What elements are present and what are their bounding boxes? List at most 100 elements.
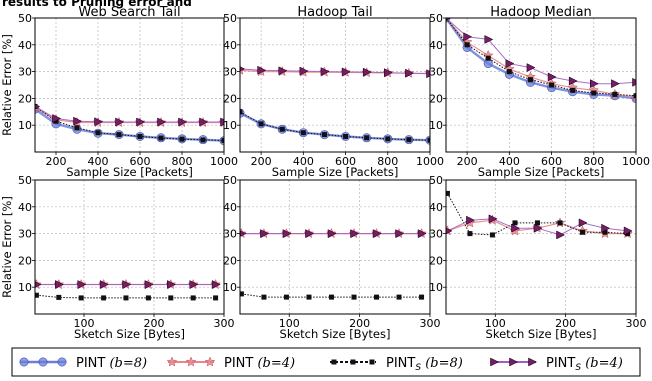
data-point-pints_b8 [396,294,402,300]
series-pints_b8 [240,291,425,300]
data-point-pints_b8 [351,294,357,300]
data-point-pints_b8 [427,137,430,143]
data-point-pints_b8 [261,294,267,300]
data-point-pints_b8 [306,294,312,300]
series-pints_b4 [35,103,224,127]
data-point-pints_b4 [211,280,221,289]
x-axis-label: Sketch Size [Bytes] [74,327,185,341]
legend-marker-pints_b4 [528,357,538,367]
data-point-pints_b8 [95,130,101,136]
data-point-pints_b4 [35,281,42,288]
data-point-pints_b8 [258,121,264,127]
data-point-pints_b4 [77,280,87,289]
data-point-pints_b8 [240,109,243,115]
data-point-pints_b4 [240,230,247,237]
data-point-pints_b8 [137,133,143,139]
legend-marker-pints_b4 [509,357,519,367]
y-tick-label: 30 [429,66,443,79]
data-point-pints_b4 [178,117,188,127]
data-point-pints_b8 [406,137,412,143]
y-tick-label: 20 [18,92,32,105]
y-tick-label: 40 [18,39,32,52]
data-point-pints_b8 [221,137,224,143]
data-point-pints_b8 [557,220,563,226]
x-tick-label: 300 [626,317,647,330]
data-point-pints_b8 [467,231,473,237]
legend-label: PINTS (b=4) [546,356,623,373]
series-pints_b4 [240,229,427,239]
legend-label: PINTS (b=8) [386,356,463,373]
legend-marker-pints_b4 [490,357,500,367]
data-point-pints_b4 [463,32,473,42]
series-line-pint_b4 [446,18,636,98]
series-line-pints_b4 [35,105,224,123]
legend-label: PINT (b=4) [224,356,295,371]
data-point-pints_b8 [633,93,636,99]
y-tick-label: 30 [429,228,443,241]
data-point-pints_b8 [101,295,107,301]
x-tick-label: 800 [377,155,398,168]
x-tick-label: 100 [485,317,506,330]
legend-marker-pints_b8 [369,359,375,365]
data-point-pints_b8 [53,118,59,124]
y-tick-label: 50 [18,174,32,187]
data-point-pints_b8 [200,137,206,143]
y-tick-label: 10 [223,281,237,294]
data-point-pints_b4 [257,65,267,75]
data-point-pints_b4 [590,79,599,89]
axes-frame [445,179,637,315]
data-point-pints_b4 [511,223,521,233]
data-point-pints_b8 [489,232,495,238]
series-pints_b4 [240,65,430,79]
legend-marker-pint_b4 [166,356,178,367]
series-pints_b8 [446,190,631,238]
chart-title: Hadoop Median [490,5,592,20]
x-tick-label: 200 [457,155,478,168]
data-point-pints_b4 [505,59,515,68]
plot-area [240,64,430,145]
legend-marker-pint_b4 [204,356,216,367]
data-point-pints_b4 [547,72,557,82]
data-point-pints_b8 [179,136,185,142]
data-point-pints_b8 [300,130,306,136]
x-tick-label: 400 [293,155,314,168]
legend-marker-pints_b8 [350,359,356,365]
data-point-pints_b8 [123,295,129,301]
x-tick-label: 1000 [622,155,650,168]
plot-area [446,18,636,103]
data-point-pints_b8 [527,77,533,83]
data-point-pints_b4 [568,76,578,86]
x-tick-label: 200 [144,317,165,330]
chart-panel-2: 200 400 600 800 1000 10 20 30 40 50 Hadoop Tail Sam… [223,5,444,179]
data-point-pints_b4 [395,229,405,239]
x-tick-label: 400 [499,155,520,168]
x-axis-label: Sketch Size [Bytes] [486,327,597,341]
legend-marker-pint_b8 [19,357,29,367]
x-axis-label: Sample Size [Packets] [66,165,193,179]
data-point-pints_b4 [299,66,309,76]
y-tick-label: 20 [223,254,237,267]
legend-entry-pints_b8: PINTS (b=8) [330,356,463,373]
data-point-pints_b4 [260,229,269,239]
data-point-pints_b4 [446,227,453,235]
plot-area [35,278,222,301]
data-point-pints_b8 [580,229,586,235]
x-tick-label: 300 [214,317,235,330]
series-pints_b8 [446,18,636,99]
legend-marker-pint_b4 [185,356,197,367]
data-point-pints_b8 [419,294,425,300]
x-tick-label: 800 [172,155,193,168]
series-line-pints_b4 [240,68,430,75]
x-tick-label: 800 [583,155,604,168]
data-point-pints_b8 [279,126,285,132]
y-tick-label: 50 [429,174,443,187]
data-point-pints_b8 [591,90,597,96]
series-pints_b8 [35,103,224,143]
y-tick-label: 50 [18,12,32,25]
data-point-pints_b8 [485,55,491,61]
x-tick-label: 200 [46,155,67,168]
y-tick-label: 10 [18,281,32,294]
data-point-pints_b4 [278,66,288,76]
legend-label: PINT (b=8) [76,356,147,371]
